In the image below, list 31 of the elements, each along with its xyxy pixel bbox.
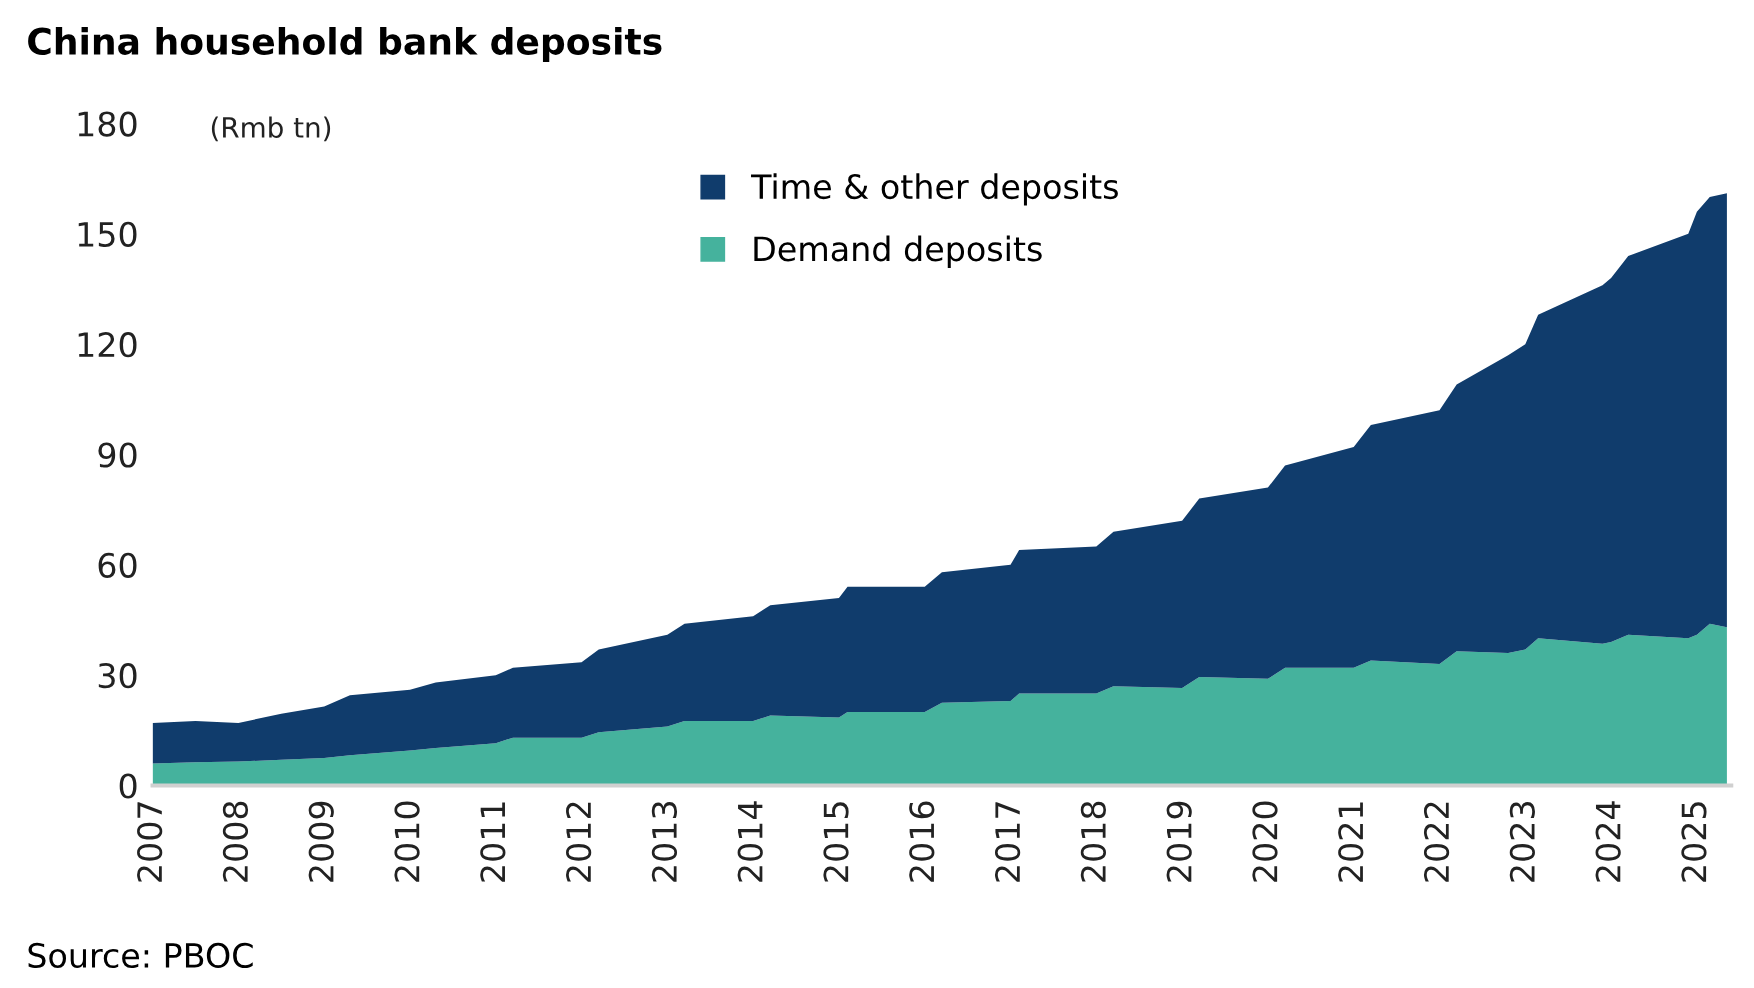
x-tick-label: 2018 <box>1080 801 1106 882</box>
x-tick-label: 2009 <box>308 801 334 882</box>
x-tick-label: 2017 <box>994 802 1021 882</box>
source-note: Source: PBOC <box>28 942 253 969</box>
x-tick-label: 2019 <box>1166 801 1192 882</box>
y-axis-title: (Rmb tn) <box>211 116 331 142</box>
x-tick-label: 2020 <box>1252 801 1278 882</box>
chart-title: China household bank deposits <box>28 26 662 62</box>
x-tick-label: 2010 <box>394 801 420 882</box>
x-tick-label: 2012 <box>566 802 592 882</box>
x-tick-label: 2024 <box>1595 801 1621 882</box>
x-tick-label: 2008 <box>222 801 249 882</box>
y-tick-label: 180 <box>78 111 137 137</box>
y-tick-label: 150 <box>78 221 137 247</box>
x-tick-label: 2016 <box>909 801 935 882</box>
legend-label: Demand deposits <box>754 235 1042 268</box>
y-tick-label: 60 <box>98 552 137 578</box>
y-tick-label: 120 <box>78 332 137 358</box>
x-tick-label: 2022 <box>1423 802 1450 882</box>
x-tick-label: 2015 <box>823 802 849 882</box>
x-tick-label: 2011 <box>480 802 506 882</box>
x-tick-label: 2025 <box>1681 802 1707 882</box>
x-tick-label: 2014 <box>737 801 763 882</box>
y-tick-label: 0 <box>119 773 137 799</box>
x-tick-label: 2007 <box>137 802 163 882</box>
x-tick-label: 2021 <box>1338 802 1364 882</box>
y-tick-label: 30 <box>98 663 137 689</box>
legend-label: Time & other deposits <box>751 173 1118 206</box>
y-tick-label: 90 <box>98 442 137 468</box>
x-tick-label: 2013 <box>651 802 678 882</box>
x-tick-label: 2023 <box>1509 802 1535 882</box>
